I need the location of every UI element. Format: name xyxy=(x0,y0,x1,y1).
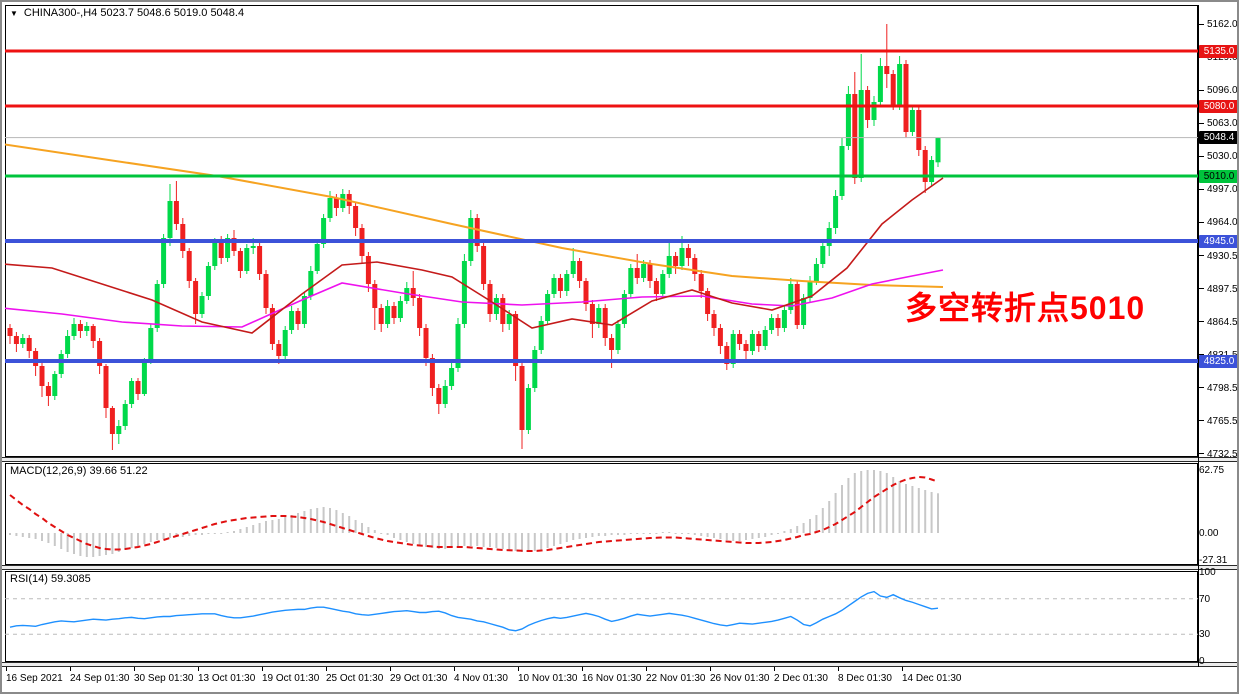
axis-tick-mark xyxy=(1199,420,1204,422)
time-tick-label: 2 Dec 01:30 xyxy=(774,673,828,684)
ma-lines-layer xyxy=(5,143,944,334)
rsi-axis-label: 0 xyxy=(1199,656,1205,667)
chart-title: ▼ CHINA300-,H4 5023.7 5048.6 5019.0 5048… xyxy=(10,7,244,19)
time-tick-label: 10 Nov 01:30 xyxy=(518,673,578,684)
time-tick-mark xyxy=(838,667,839,671)
macd-axis-label: 62.75 xyxy=(1199,465,1225,477)
macd-signal-line xyxy=(9,475,939,552)
price-axis-line xyxy=(1198,5,1199,667)
macd-label: MACD(12,26,9) 39.66 51.22 xyxy=(10,465,148,477)
time-tick-mark xyxy=(134,667,135,671)
horizontal-levels-layer xyxy=(5,49,1198,363)
time-axis[interactable]: 16 Sep 2021 24 Sep 01:30 30 Sep 01:30 13 Oc… xyxy=(2,667,1237,692)
rsi-pane[interactable] xyxy=(5,571,1198,662)
price-tick-label: 4732.5 xyxy=(1199,448,1237,461)
price-level-badge: 5080.0 xyxy=(1199,99,1237,113)
time-tick-label: 22 Nov 01:30 xyxy=(646,673,706,684)
price-chart-pane[interactable] xyxy=(5,5,1198,457)
time-tick-mark xyxy=(774,667,775,671)
price-tick-label: 4897.5 xyxy=(1199,283,1237,296)
rsi-line xyxy=(9,590,939,632)
axis-tick-mark xyxy=(1199,255,1204,257)
time-tick-label: 4 Nov 01:30 xyxy=(454,673,508,684)
axis-tick-mark xyxy=(1199,155,1204,157)
time-tick-label: 16 Nov 01:30 xyxy=(582,673,642,684)
time-tick-mark xyxy=(390,667,391,671)
time-tick-label: 13 Oct 01:30 xyxy=(198,673,256,684)
symbol-dropdown-icon[interactable]: ▼ xyxy=(10,8,18,18)
price-tick-label: 4930.5 xyxy=(1199,250,1237,263)
axis-tick-mark xyxy=(1199,453,1204,455)
axis-tick-mark xyxy=(1199,221,1204,223)
time-tick-label: 24 Sep 01:30 xyxy=(70,673,130,684)
rsi-axis-label: 70 xyxy=(1199,593,1211,605)
time-tick-mark xyxy=(6,667,7,671)
price-tick-label: 4997.0 xyxy=(1199,183,1237,196)
time-tick-mark xyxy=(326,667,327,671)
chart-title-text: CHINA300-,H4 5023.7 5048.6 5019.0 5048.4 xyxy=(23,7,245,19)
axis-tick-mark xyxy=(1199,89,1204,91)
macd-pane[interactable] xyxy=(5,463,1198,565)
ma-mid-magenta xyxy=(5,269,944,328)
axis-tick-mark xyxy=(1199,288,1204,290)
time-tick-mark xyxy=(518,667,519,671)
time-tick-label: 29 Oct 01:30 xyxy=(390,673,448,684)
time-tick-label: 8 Dec 01:30 xyxy=(838,673,892,684)
price-tick-label: 4864.5 xyxy=(1199,316,1237,329)
rsi-axis-label: 30 xyxy=(1199,629,1211,641)
time-tick-label: 19 Oct 01:30 xyxy=(262,673,320,684)
price-level-badge: 5048.4 xyxy=(1199,131,1237,145)
pane-splitter-rsi[interactable] xyxy=(2,565,1237,570)
macd-axis-label: -27.31 xyxy=(1199,555,1228,567)
time-tick-label: 30 Sep 01:30 xyxy=(134,673,194,684)
price-level-badge: 4945.0 xyxy=(1199,234,1237,248)
time-tick-mark xyxy=(70,667,71,671)
time-tick-mark xyxy=(902,667,903,671)
time-tick-label: 26 Nov 01:30 xyxy=(710,673,770,684)
axis-tick-mark xyxy=(1199,321,1204,323)
time-tick-mark xyxy=(198,667,199,671)
axis-tick-mark xyxy=(1199,122,1204,124)
time-tick-label: 16 Sep 2021 xyxy=(6,673,63,684)
price-tick-label: 4765.5 xyxy=(1199,415,1237,428)
time-tick-mark xyxy=(582,667,583,671)
axis-tick-mark xyxy=(1199,387,1204,389)
time-axis-border xyxy=(2,662,1237,667)
macd-axis-label: 0.00 xyxy=(1199,528,1219,539)
price-level-badge: 5010.0 xyxy=(1199,169,1237,183)
time-tick-mark xyxy=(454,667,455,671)
price-tick-label: 5030.0 xyxy=(1199,150,1237,163)
macd-histogram xyxy=(9,470,939,557)
ma-fast-darkred xyxy=(5,177,944,334)
time-tick-label: 25 Oct 01:30 xyxy=(326,673,384,684)
chart-annotation: 多空转折点5010 xyxy=(905,290,1146,326)
price-tick-label: 5096.0 xyxy=(1199,84,1237,97)
ma-slow-orange xyxy=(5,143,944,288)
axis-tick-mark xyxy=(1199,23,1204,25)
price-level-badge: 4825.0 xyxy=(1199,354,1237,368)
price-tick-label: 4964.0 xyxy=(1199,216,1237,229)
price-tick-label: 5063.0 xyxy=(1199,117,1237,130)
time-tick-mark xyxy=(646,667,647,671)
time-tick-mark xyxy=(710,667,711,671)
price-tick-label: 5162.0 xyxy=(1199,18,1237,31)
pane-splitter-macd[interactable] xyxy=(2,457,1237,462)
time-tick-label: 14 Dec 01:30 xyxy=(902,673,962,684)
rsi-label: RSI(14) 59.3085 xyxy=(10,573,91,585)
axis-tick-mark xyxy=(1199,188,1204,190)
time-tick-mark xyxy=(262,667,263,671)
price-level-badge: 5135.0 xyxy=(1199,44,1237,58)
price-pane-frame xyxy=(5,5,1198,457)
price-tick-label: 4798.5 xyxy=(1199,382,1237,395)
rsi-axis-label: 100 xyxy=(1199,567,1216,578)
candles-layer xyxy=(7,24,941,450)
